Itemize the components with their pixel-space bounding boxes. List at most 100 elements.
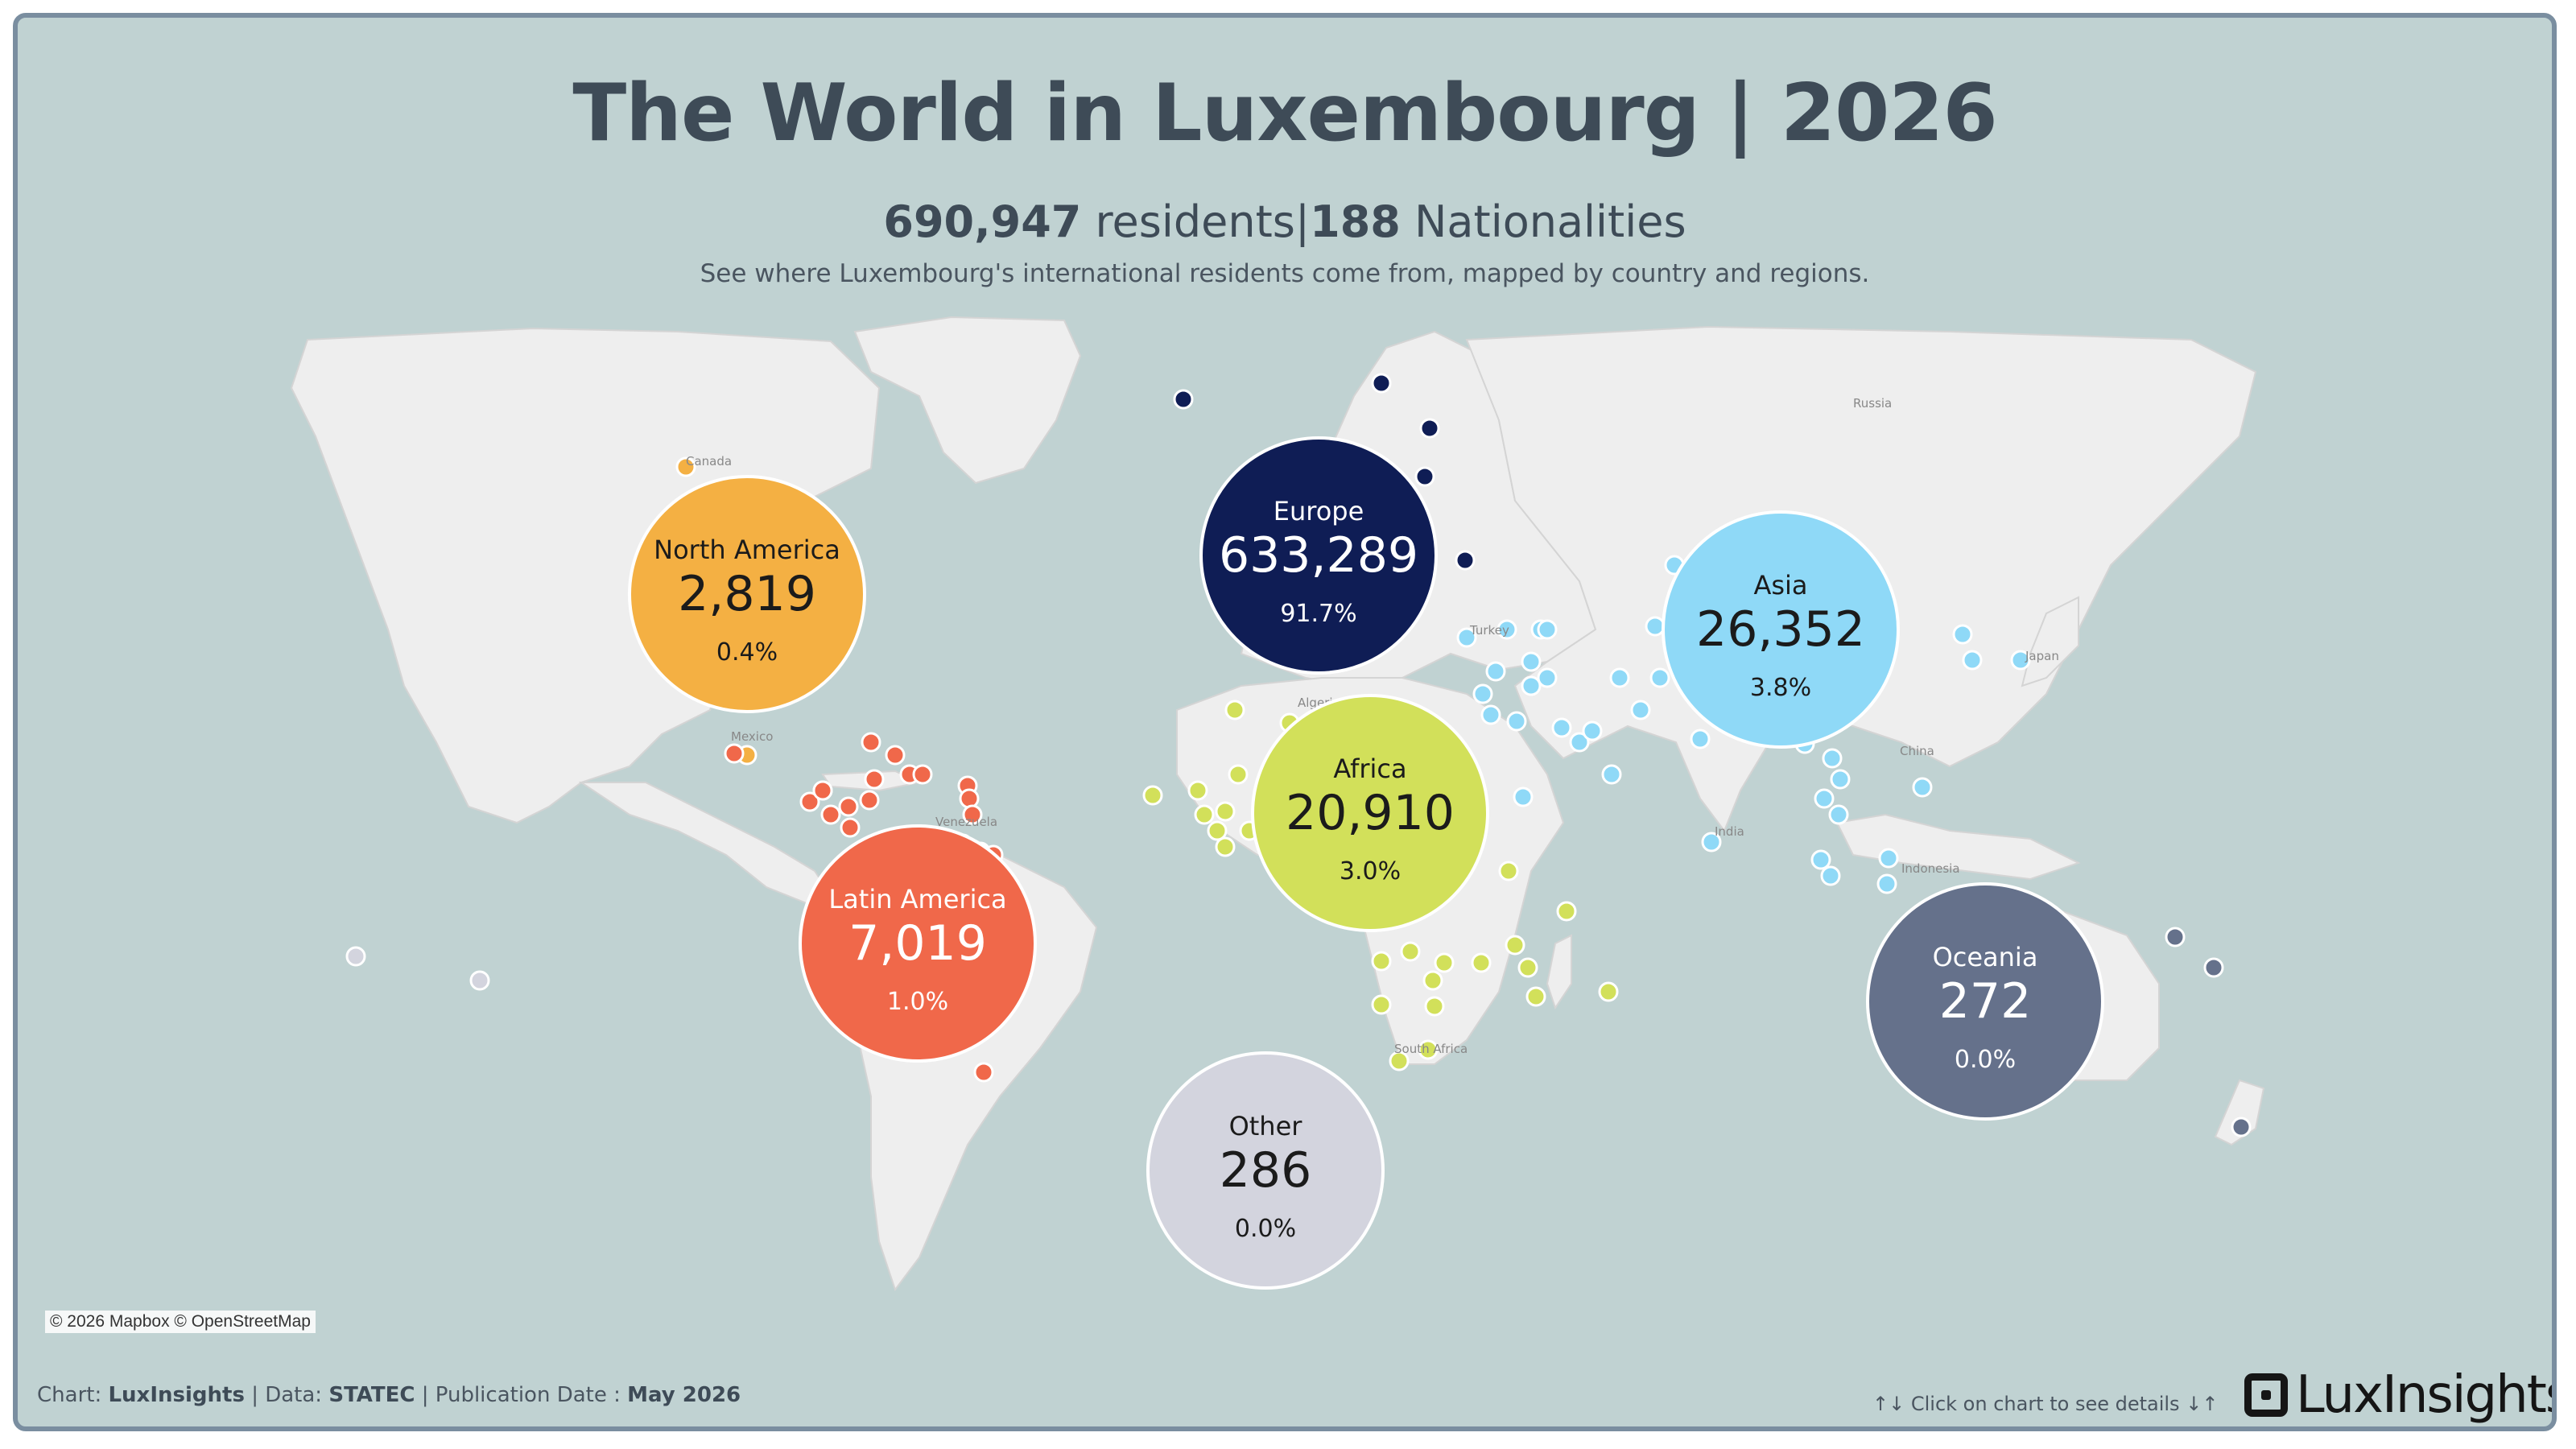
country-dot-asia[interactable] xyxy=(1630,700,1651,720)
country-dot-north-america[interactable] xyxy=(675,456,696,477)
country-dot-africa[interactable] xyxy=(1424,996,1445,1017)
country-dot-africa[interactable] xyxy=(1422,970,1443,991)
country-dot-latin-america[interactable] xyxy=(812,780,833,801)
country-dot-oceania[interactable] xyxy=(2203,957,2224,978)
country-dot-asia[interactable] xyxy=(1582,720,1603,741)
bubble-circle[interactable] xyxy=(799,824,1037,1063)
country-dot-asia[interactable] xyxy=(1485,661,1506,682)
country-dot-asia[interactable] xyxy=(1551,717,1572,738)
country-dot-asia[interactable] xyxy=(1878,848,1899,869)
country-dot-asia[interactable] xyxy=(1480,704,1501,725)
country-dot-africa[interactable] xyxy=(1228,764,1249,785)
country-dot-latin-america[interactable] xyxy=(838,796,859,817)
country-dot-asia[interactable] xyxy=(1822,748,1843,769)
country-dot-latin-america[interactable] xyxy=(912,764,933,785)
country-dot-asia[interactable] xyxy=(1521,675,1542,696)
country-dot-africa[interactable] xyxy=(1194,804,1215,825)
country-dot-asia[interactable] xyxy=(1521,651,1542,672)
country-dot-asia[interactable] xyxy=(1649,667,1670,688)
place-label: Venezuela xyxy=(935,815,997,829)
bubble-circle[interactable] xyxy=(1199,436,1438,675)
country-dot-latin-america[interactable] xyxy=(859,790,880,811)
country-dot-latin-america[interactable] xyxy=(724,743,745,764)
country-dot-asia[interactable] xyxy=(2010,650,2031,671)
country-dot-asia[interactable] xyxy=(1496,619,1517,640)
map-attribution[interactable]: © 2026 Mapbox © OpenStreetMap xyxy=(45,1311,316,1333)
country-dot-europe[interactable] xyxy=(1173,389,1194,410)
country-dot-asia[interactable] xyxy=(1569,732,1590,753)
country-dot-africa[interactable] xyxy=(1207,820,1228,841)
country-dot-africa[interactable] xyxy=(1215,801,1236,822)
country-dot-oceania[interactable] xyxy=(2231,1117,2252,1137)
country-dot-asia[interactable] xyxy=(1537,667,1558,688)
country-dot-africa[interactable] xyxy=(1471,952,1492,973)
country-dot-latin-america[interactable] xyxy=(861,732,881,753)
country-dot-africa[interactable] xyxy=(1498,861,1519,881)
country-dot-africa[interactable] xyxy=(1187,780,1208,801)
country-dot-asia[interactable] xyxy=(1513,786,1534,807)
country-dot-africa[interactable] xyxy=(1598,981,1619,1002)
country-dot-europe[interactable] xyxy=(1371,373,1392,394)
country-dot-africa[interactable] xyxy=(1142,785,1163,806)
country-dot-asia[interactable] xyxy=(1690,729,1711,749)
country-dot-africa[interactable] xyxy=(1224,700,1245,720)
country-dot-asia[interactable] xyxy=(1828,804,1849,825)
country-dot-europe[interactable] xyxy=(1419,418,1440,439)
country-dot-africa[interactable] xyxy=(1400,941,1421,962)
bubble-circle[interactable] xyxy=(1866,882,2104,1121)
world-map[interactable]: CanadaMexicoVenezuelaAlgeriaTurkeyRussia… xyxy=(18,18,2557,1431)
country-dot-africa[interactable] xyxy=(1517,957,1538,978)
country-dot-asia[interactable] xyxy=(1601,764,1622,785)
country-dot-europe[interactable] xyxy=(1414,466,1435,487)
country-dot-asia[interactable] xyxy=(1952,624,1973,645)
country-dot-africa[interactable] xyxy=(1525,986,1546,1007)
country-dot-africa[interactable] xyxy=(1371,994,1392,1015)
bubble-circle[interactable] xyxy=(628,475,866,713)
country-dot-africa[interactable] xyxy=(1371,951,1392,972)
country-dot-asia[interactable] xyxy=(1830,769,1851,790)
country-dot-africa[interactable] xyxy=(1505,935,1525,956)
country-dot-africa[interactable] xyxy=(1389,1051,1410,1071)
country-dot-other[interactable] xyxy=(345,946,366,967)
country-dot-asia[interactable] xyxy=(1820,865,1841,886)
country-dot-latin-america[interactable] xyxy=(973,1062,994,1083)
bubble-circle[interactable] xyxy=(1662,510,1900,749)
bubble-circle[interactable] xyxy=(1146,1051,1385,1290)
country-markers[interactable] xyxy=(345,373,2252,1137)
country-dot-asia[interactable] xyxy=(1537,619,1558,640)
country-dot-latin-america[interactable] xyxy=(959,788,980,809)
bubble-circle[interactable] xyxy=(1251,694,1489,932)
country-dot-asia[interactable] xyxy=(1472,683,1493,704)
country-dot-europe[interactable] xyxy=(1455,550,1476,571)
country-dot-latin-america[interactable] xyxy=(840,817,861,838)
country-dot-latin-america[interactable] xyxy=(885,745,906,766)
country-dot-asia[interactable] xyxy=(1701,832,1722,852)
country-dot-africa[interactable] xyxy=(1556,901,1577,922)
country-dot-asia[interactable] xyxy=(1609,667,1630,688)
country-dot-asia[interactable] xyxy=(1506,711,1527,732)
country-dot-asia[interactable] xyxy=(1456,627,1477,648)
country-dot-asia[interactable] xyxy=(1962,650,1983,671)
country-dot-latin-america[interactable] xyxy=(864,769,885,790)
country-dot-asia[interactable] xyxy=(1814,788,1835,809)
country-dot-africa[interactable] xyxy=(1418,1039,1439,1060)
country-dot-asia[interactable] xyxy=(1912,777,1933,798)
country-dot-latin-america[interactable] xyxy=(799,791,820,812)
country-dot-asia[interactable] xyxy=(1876,873,1897,894)
country-dot-other[interactable] xyxy=(469,970,490,991)
country-dot-latin-america[interactable] xyxy=(820,804,841,825)
country-dot-latin-america[interactable] xyxy=(962,804,983,825)
country-dot-africa[interactable] xyxy=(1434,952,1455,973)
country-dot-asia[interactable] xyxy=(1645,616,1666,637)
country-dot-asia[interactable] xyxy=(1810,849,1831,870)
country-dot-oceania[interactable] xyxy=(2165,927,2186,947)
country-dot-africa[interactable] xyxy=(1215,836,1236,857)
